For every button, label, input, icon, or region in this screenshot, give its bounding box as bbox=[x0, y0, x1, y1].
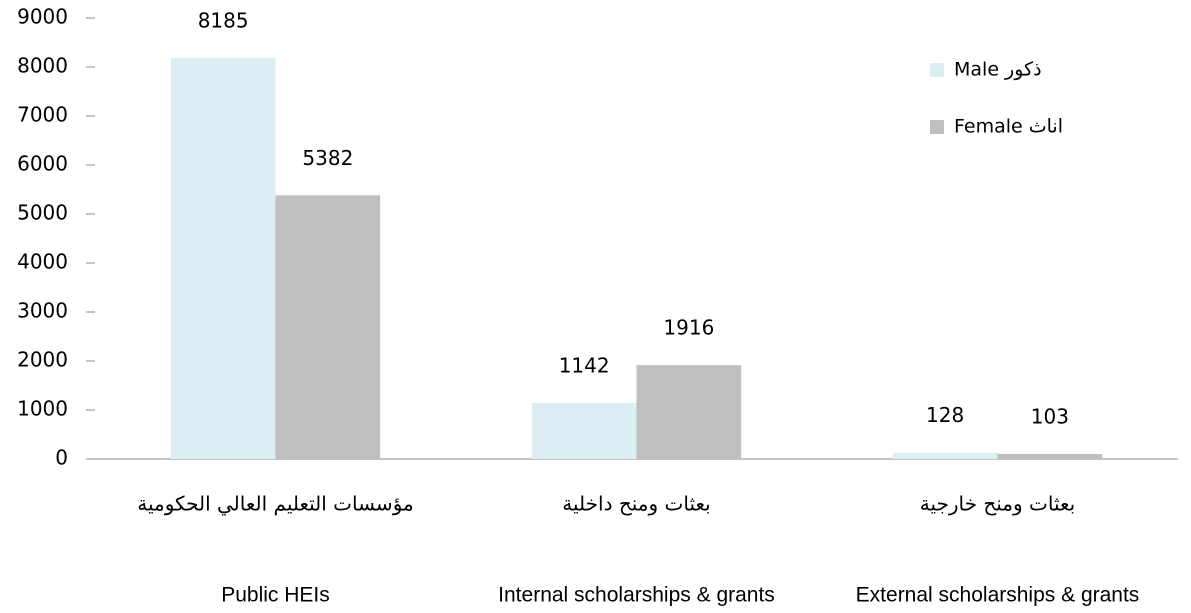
bar bbox=[997, 453, 1103, 459]
legend-label: Male ذكور bbox=[954, 59, 1042, 81]
bar bbox=[170, 57, 276, 460]
x-tick-label: Internal scholarships & grants bbox=[498, 584, 775, 607]
bar bbox=[275, 195, 381, 460]
data-label: 128 bbox=[926, 403, 964, 427]
bar bbox=[531, 403, 637, 459]
x-tick-label-ar: بعثات ومنح داخلية bbox=[562, 492, 710, 516]
x-tick-label-ar: بعثات ومنح خارجية bbox=[920, 492, 1075, 516]
x-tick-label: Public HEIs bbox=[221, 584, 330, 607]
y-tick-label: 6000 bbox=[17, 152, 68, 176]
data-label: 8185 bbox=[198, 8, 249, 32]
y-tick-label: 8000 bbox=[17, 54, 68, 78]
y-tick-label: 1000 bbox=[17, 397, 68, 421]
x-tick-label: External scholarships & grants bbox=[856, 584, 1140, 607]
bar bbox=[892, 452, 998, 459]
y-tick-label: 5000 bbox=[17, 201, 68, 225]
x-tick-label-ar: مؤسسات التعليم العالي الحكومية bbox=[137, 492, 414, 517]
data-label: 1916 bbox=[663, 316, 714, 340]
y-tick-label: 3000 bbox=[17, 299, 68, 323]
y-tick-label: 0 bbox=[55, 446, 68, 470]
legend-swatch bbox=[930, 63, 944, 77]
y-tick-label: 7000 bbox=[17, 103, 68, 127]
data-label: 1142 bbox=[559, 354, 610, 378]
data-label: 103 bbox=[1031, 404, 1069, 428]
bar bbox=[636, 365, 742, 459]
y-tick-label: 9000 bbox=[17, 5, 68, 29]
legend-label: Female اناث bbox=[954, 116, 1063, 138]
legend-swatch bbox=[930, 120, 944, 134]
y-tick-label: 4000 bbox=[17, 250, 68, 274]
y-tick-label: 2000 bbox=[17, 348, 68, 372]
data-label: 5382 bbox=[302, 146, 353, 170]
